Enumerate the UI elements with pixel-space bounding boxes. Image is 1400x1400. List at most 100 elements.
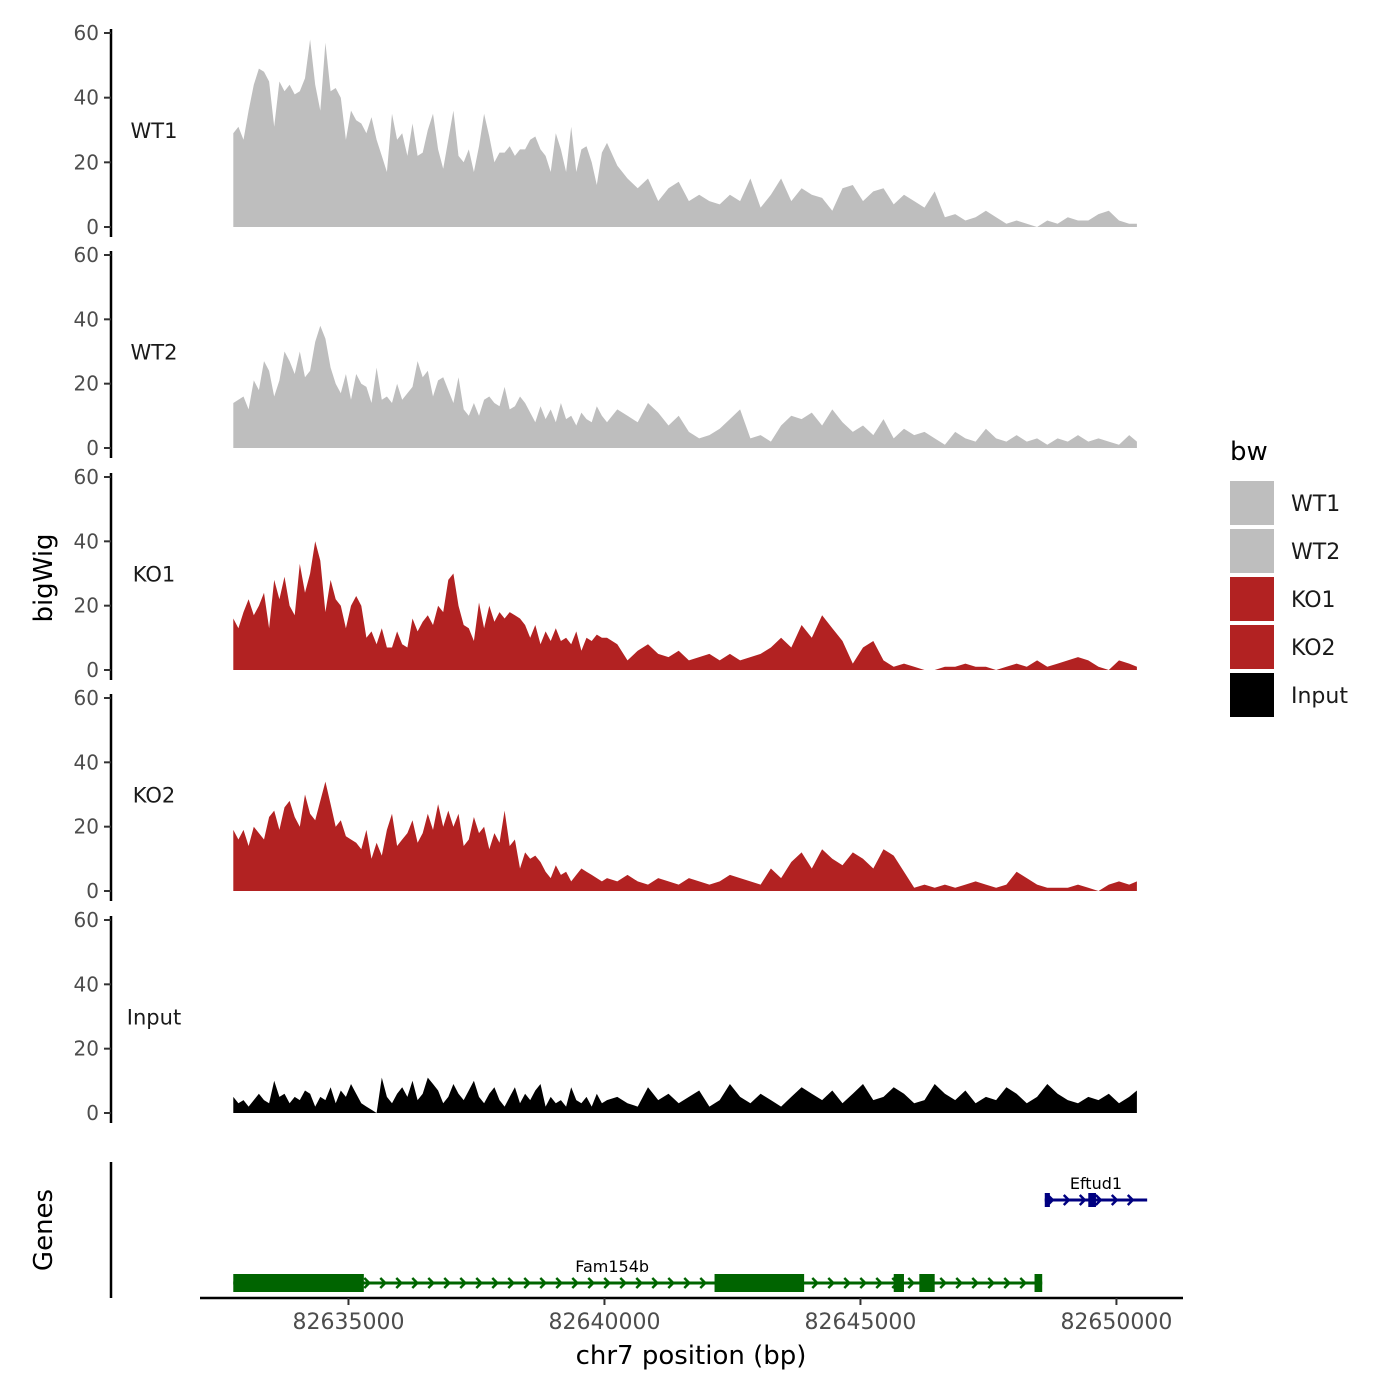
strand-chevron [939, 1277, 948, 1289]
strand-chevron [971, 1277, 980, 1289]
y-tick-label: 0 [86, 436, 99, 460]
y-tick-label: 60 [74, 908, 99, 932]
gene-label: Fam154b [575, 1257, 649, 1276]
legend-swatch [1230, 481, 1274, 525]
strand-chevron [683, 1277, 692, 1289]
y-tick-label: 60 [74, 21, 99, 45]
strand-chevron [427, 1277, 436, 1289]
track-label: WT1 [131, 119, 178, 143]
y-tick-label: 20 [74, 1037, 99, 1061]
y-tick-label: 60 [74, 686, 99, 710]
strand-chevron [1003, 1277, 1012, 1289]
gene-exon [1088, 1193, 1096, 1207]
legend-item-wt1: WT1 [1230, 481, 1340, 525]
strand-chevron [811, 1277, 820, 1289]
gene-fam154b: Fam154b [233, 1257, 1043, 1292]
strand-chevron [875, 1277, 884, 1289]
x-axis-ticks: 82635000 82640000 82645000 82650000 [292, 1298, 1172, 1335]
legend: bw WT1 WT2 KO1 KO2 Input [1230, 437, 1348, 717]
legend-items: WT1 WT2 KO1 KO2 Input [1230, 481, 1348, 717]
legend-item-wt2: WT2 [1230, 529, 1340, 573]
strand-chevron [475, 1277, 484, 1289]
strand-chevron [987, 1277, 996, 1289]
strand-chevron [1126, 1194, 1135, 1206]
strand-chevron [571, 1277, 580, 1289]
y-tick-label: 20 [74, 372, 99, 396]
gene-exon [1034, 1274, 1043, 1292]
legend-label: WT2 [1291, 540, 1340, 565]
x-tick-label: 82635000 [292, 1310, 404, 1335]
strand-chevron [843, 1277, 852, 1289]
gene-eftud1: Eftud1 [1044, 1174, 1148, 1207]
strand-chevron [587, 1277, 596, 1289]
legend-swatch [1230, 529, 1274, 573]
strand-chevron [411, 1277, 420, 1289]
y-tick-label: 40 [74, 750, 99, 774]
strand-chevron [1094, 1194, 1103, 1206]
strand-chevron [603, 1277, 612, 1289]
strand-chevron [1078, 1194, 1087, 1206]
gene-exon [1044, 1193, 1050, 1207]
strand-chevron [363, 1277, 372, 1289]
gene-exon [893, 1274, 904, 1292]
y-tick-label: 40 [74, 972, 99, 996]
strand-chevron [395, 1277, 404, 1289]
strand-chevron [859, 1277, 868, 1289]
strand-chevron [555, 1277, 564, 1289]
legend-item-ko2: KO2 [1230, 625, 1336, 669]
y-tick-label: 0 [86, 658, 99, 682]
track-ko2: 0 20 40 60 KO2 [74, 686, 1137, 903]
x-tick-label: 82645000 [804, 1310, 916, 1335]
strand-chevron [379, 1277, 388, 1289]
gene-exon [233, 1274, 364, 1292]
legend-item-input: Input [1230, 673, 1348, 717]
track-input: 0 20 40 60 Input [74, 908, 1137, 1125]
x-axis: 82635000 82640000 82645000 82650000 chr7 po… [200, 1296, 1183, 1371]
strand-chevron [443, 1277, 452, 1289]
strand-chevron [619, 1277, 628, 1289]
y-tick-label: 0 [86, 879, 99, 903]
x-tick-label: 82640000 [548, 1310, 660, 1335]
legend-swatch [1230, 625, 1274, 669]
y-tick-label: 40 [74, 307, 99, 331]
y-tick-label: 60 [74, 465, 99, 489]
strand-chevron [539, 1277, 548, 1289]
strand-chevron [1110, 1194, 1119, 1206]
track-wt1: 0 20 40 60 WT1 [74, 21, 1137, 239]
area-series-input [233, 1077, 1137, 1113]
strand-chevron [667, 1277, 676, 1289]
strand-chevron [699, 1277, 708, 1289]
track-label: WT2 [131, 341, 178, 365]
y-tick-label: 20 [74, 150, 99, 174]
y-tick-label: 20 [74, 594, 99, 618]
y-tick-label: 20 [74, 815, 99, 839]
gene-exon [714, 1274, 805, 1292]
track-panels: 0 20 40 60 WT1 0 20 40 60 WT2 0 20 40 60 KO1 0 20 40 60 KO2… [74, 21, 1137, 1125]
y-tick-label: 40 [74, 86, 99, 110]
gene-exon [919, 1274, 935, 1292]
strand-chevron [459, 1277, 468, 1289]
x-axis-title: chr7 position (bp) [576, 1341, 807, 1371]
strand-chevron [907, 1277, 916, 1289]
strand-chevron [651, 1277, 660, 1289]
x-tick-label: 82650000 [1060, 1310, 1172, 1335]
y-tick-label: 0 [86, 215, 99, 239]
legend-label: WT1 [1291, 492, 1340, 517]
strand-chevron [955, 1277, 964, 1289]
legend-item-ko1: KO1 [1230, 577, 1336, 621]
track-label: Input [127, 1006, 181, 1030]
legend-swatch [1230, 673, 1274, 717]
y-tick-label: 40 [74, 529, 99, 553]
strand-chevron [1019, 1277, 1028, 1289]
genes-axis-title: Genes [29, 1189, 59, 1271]
y-tick-label: 0 [86, 1101, 99, 1125]
legend-label: KO2 [1291, 636, 1336, 661]
legend-label: Input [1291, 684, 1348, 709]
area-series-ko2 [233, 781, 1137, 891]
strand-chevron [827, 1277, 836, 1289]
strand-chevron [1062, 1194, 1071, 1206]
area-series-wt2 [233, 325, 1137, 448]
track-label: KO1 [133, 563, 176, 587]
gene-models: Fam154b Eftud1 [233, 1174, 1148, 1292]
